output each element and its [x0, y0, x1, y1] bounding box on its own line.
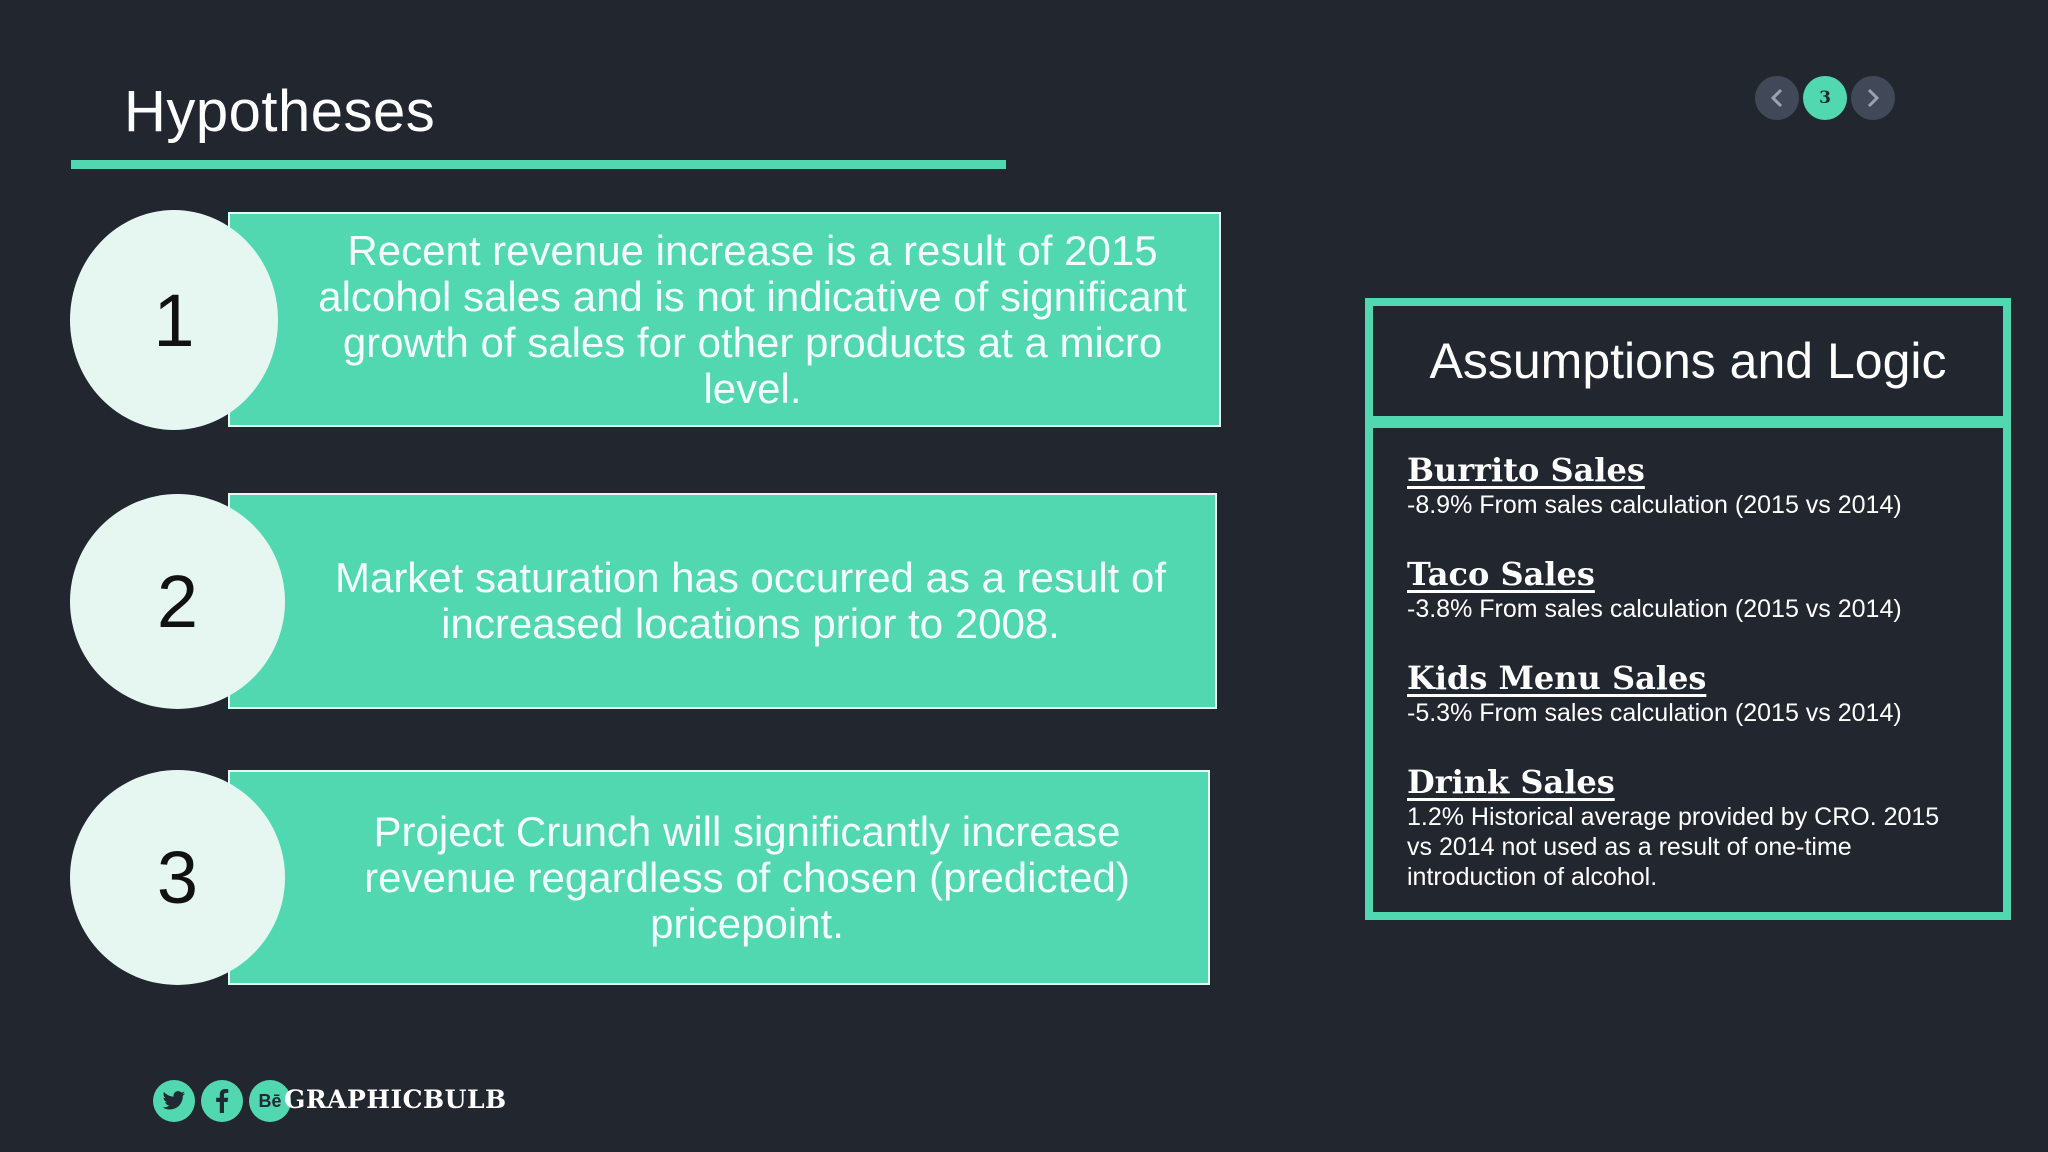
list-item: Taco Sales -3.8% From sales calculation …: [1407, 554, 1969, 624]
hypothesis-box: Recent revenue increase is a result of 2…: [228, 212, 1221, 427]
brand-name: GRAPHICBULB: [284, 1085, 507, 1114]
hypothesis-number: 2: [156, 560, 199, 643]
item-title: Kids Menu Sales: [1407, 659, 1707, 697]
behance-link[interactable]: Bē: [249, 1080, 291, 1122]
item-title: Drink Sales: [1407, 763, 1615, 801]
chevron-left-icon: [1770, 88, 1783, 108]
item-title: Burrito Sales: [1407, 451, 1645, 489]
hypothesis-number-circle: 3: [70, 770, 285, 985]
twitter-icon: [162, 1091, 185, 1110]
hypothesis-number: 3: [156, 836, 199, 919]
assumptions-list: Burrito Sales -8.9% From sales calculati…: [1373, 428, 2003, 892]
hypothesis-number: 1: [153, 278, 195, 362]
hypothesis-text: Project Crunch will significantly increa…: [364, 807, 1130, 947]
list-item: Drink Sales 1.2% Historical average prov…: [1407, 762, 1969, 892]
chevron-right-icon: [1867, 88, 1880, 108]
twitter-link[interactable]: [153, 1080, 195, 1122]
item-text: -8.9% From sales calculation (2015 vs 20…: [1407, 491, 1902, 519]
next-slide-button[interactable]: [1851, 76, 1895, 120]
assumptions-heading: Assumptions and Logic: [1373, 306, 2003, 428]
slide-title: Hypotheses: [124, 79, 436, 144]
facebook-link[interactable]: [201, 1080, 243, 1122]
hypothesis-box: Market saturation has occurred as a resu…: [228, 493, 1217, 709]
item-text: 1.2% Historical average provided by CRO.…: [1407, 803, 1940, 891]
prev-slide-button[interactable]: [1755, 76, 1799, 120]
hypothesis-box: Project Crunch will significantly increa…: [228, 770, 1210, 985]
facebook-icon: [216, 1089, 229, 1113]
hypothesis-number-circle: 1: [70, 210, 278, 430]
list-item: Kids Menu Sales -5.3% From sales calcula…: [1407, 658, 1969, 728]
page-number: 3: [1803, 76, 1847, 120]
title-underline: [71, 160, 1006, 169]
behance-icon: Bē: [258, 1090, 282, 1111]
assumptions-panel: Assumptions and Logic Burrito Sales -8.9…: [1365, 298, 2011, 920]
hypothesis-text: Recent revenue increase is a result of 2…: [318, 226, 1187, 412]
item-title: Taco Sales: [1407, 555, 1595, 593]
list-item: Burrito Sales -8.9% From sales calculati…: [1407, 450, 1969, 520]
hypothesis-text: Market saturation has occurred as a resu…: [334, 554, 1167, 647]
item-text: -5.3% From sales calculation (2015 vs 20…: [1407, 699, 1902, 727]
hypothesis-number-circle: 2: [70, 494, 285, 709]
item-text: -3.8% From sales calculation (2015 vs 20…: [1407, 595, 1902, 623]
